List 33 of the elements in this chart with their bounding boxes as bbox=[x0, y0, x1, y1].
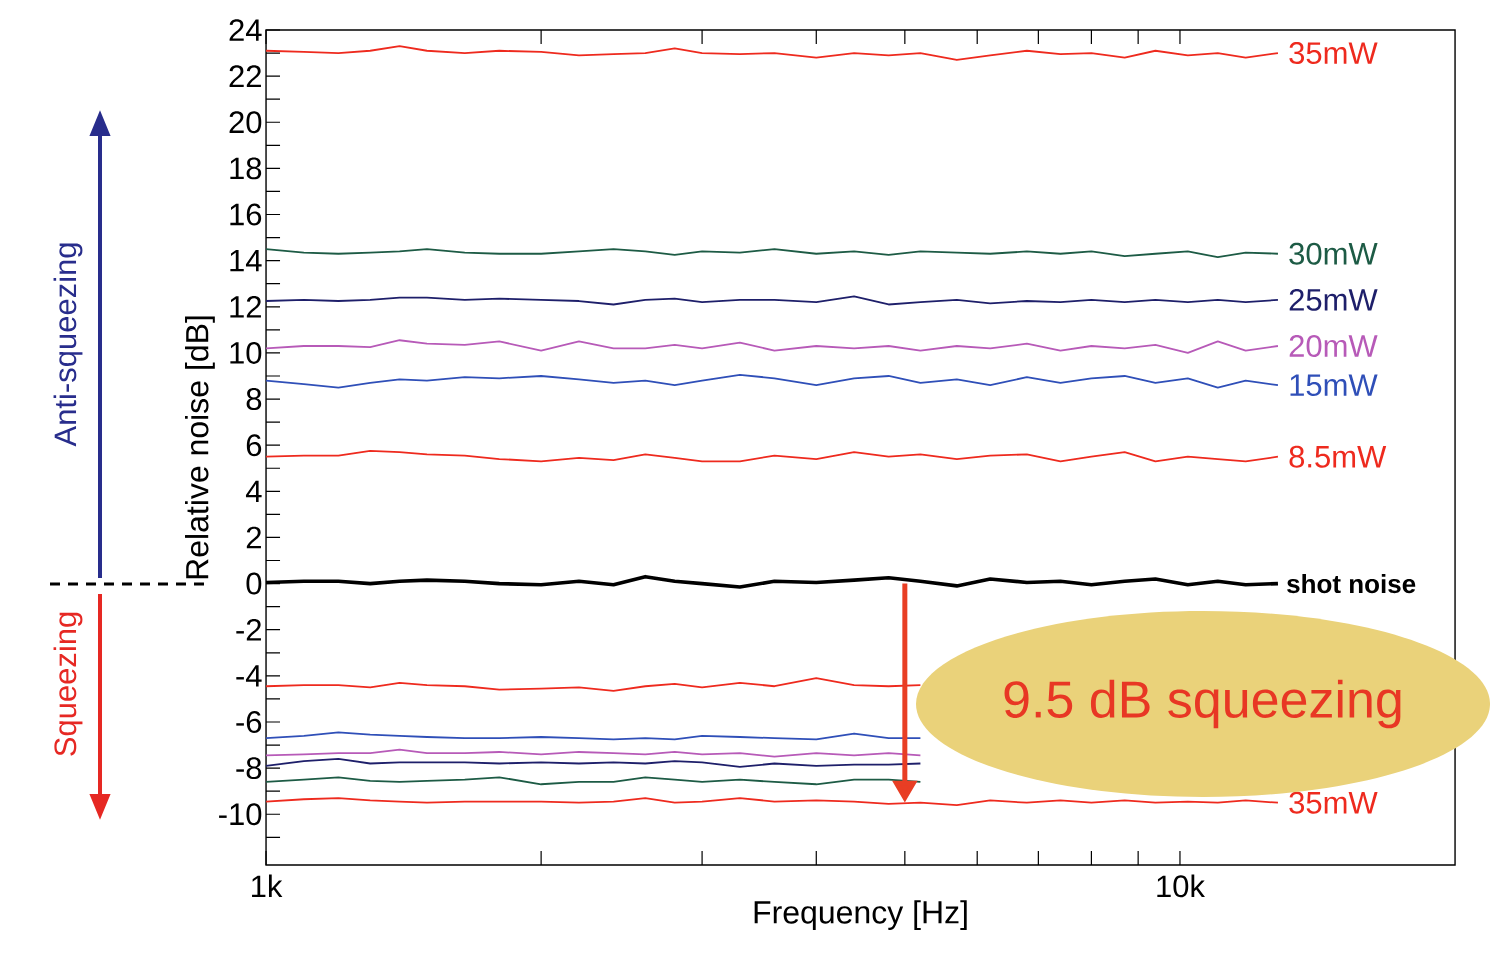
x-tick-label: 1k bbox=[252, 874, 283, 897]
y-tick-label: 10 bbox=[230, 341, 262, 364]
y-tick-label: -8 bbox=[236, 757, 262, 780]
y-tick-label: 8 bbox=[246, 388, 262, 411]
y-tick-label: -10 bbox=[219, 803, 262, 826]
y-tick-label: 18 bbox=[230, 157, 262, 180]
y-tick-label: -6 bbox=[236, 711, 262, 733]
series-label: 25mW bbox=[1289, 288, 1378, 311]
text: Squeezing bbox=[53, 612, 83, 756]
y-tick-label: 2 bbox=[246, 526, 261, 549]
y-tick-label: 12 bbox=[230, 295, 261, 318]
x-tick-label: 10k bbox=[1157, 874, 1205, 898]
series-label: shot noise bbox=[1287, 574, 1416, 594]
y-tick-label: 22 bbox=[229, 65, 261, 87]
y-tick-label: 20 bbox=[229, 111, 262, 134]
series-label: 30mW bbox=[1289, 242, 1378, 265]
y-tick-label: -4 bbox=[236, 665, 262, 687]
series-label: 35mW bbox=[1289, 42, 1378, 65]
y-tick-label: 14 bbox=[230, 249, 262, 272]
annotation: 9.5 dB squeezing bbox=[1004, 679, 1401, 729]
y-tick-label: 16 bbox=[230, 203, 262, 226]
y-axis-title: Relative noise [dB] bbox=[185, 316, 215, 579]
text: Anti-squeezing bbox=[53, 243, 83, 447]
y-tick-label: 0 bbox=[246, 572, 262, 595]
series-label: 8.5mW bbox=[1289, 445, 1387, 468]
x-axis-title: Frequency [Hz] bbox=[754, 900, 967, 930]
y-tick-label: -2 bbox=[236, 618, 261, 641]
y-tick-label: 6 bbox=[246, 434, 262, 457]
series-label: 15mW bbox=[1290, 374, 1378, 397]
y-tick-label: 4 bbox=[245, 480, 262, 502]
series-label: 35mW bbox=[1289, 791, 1378, 814]
y-tick-label: 24 bbox=[229, 19, 262, 41]
series-label: 20mW bbox=[1289, 335, 1378, 357]
